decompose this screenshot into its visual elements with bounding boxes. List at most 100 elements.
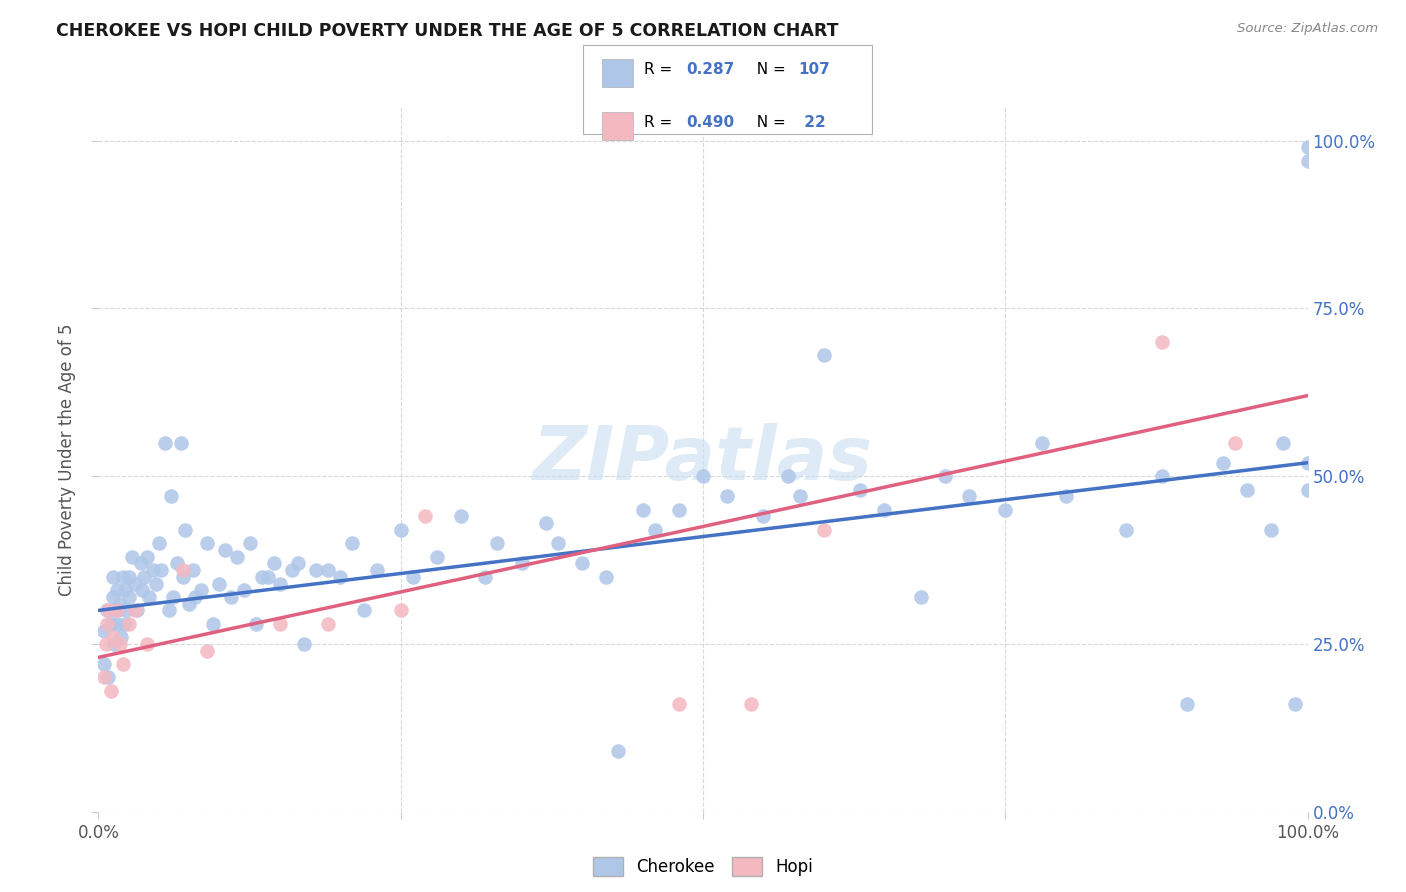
Point [389,523,412,537]
Point [93,657,115,671]
Point [789,489,811,503]
Point [97,671,120,685]
Point [118,616,141,631]
Point [184,590,207,604]
Point [873,502,896,516]
Point [135,637,157,651]
Point [287,557,309,571]
Point [1296,140,1319,154]
Point [547,536,569,550]
Point [145,576,167,591]
Point [716,489,738,503]
Point [93,671,115,685]
Point [150,563,173,577]
Y-axis label: Child Poverty Under the Age of 5: Child Poverty Under the Age of 5 [58,323,76,596]
Point [100,616,122,631]
Point [668,698,690,712]
Point [1296,456,1319,470]
Point [179,597,201,611]
Point [1115,523,1137,537]
Text: ZIPatlas: ZIPatlas [533,423,873,496]
Point [239,536,262,550]
Point [263,557,285,571]
Point [115,603,138,617]
Point [127,603,149,617]
Legend: Cherokee, Hopi: Cherokee, Hopi [585,848,821,885]
Point [101,590,124,604]
Point [181,563,204,577]
Point [607,744,630,758]
Text: 0.490: 0.490 [686,115,734,130]
Point [450,509,472,524]
Point [101,630,124,644]
Point [108,597,131,611]
Point [1152,469,1174,483]
Point [329,570,352,584]
Point [631,502,654,516]
Point [256,570,278,584]
Point [174,523,197,537]
Point [103,637,125,651]
Point [96,616,118,631]
Point [281,563,304,577]
Point [169,435,191,450]
Point [1296,483,1319,497]
Point [134,570,156,584]
Point [1223,435,1246,450]
Point [740,698,762,712]
Point [111,570,134,584]
Point [202,616,225,631]
Point [105,616,128,631]
Point [534,516,557,530]
Point [94,637,117,651]
Point [752,509,775,524]
Point [135,549,157,564]
Point [103,603,125,617]
Point [162,590,184,604]
Point [195,536,218,550]
Point [101,570,124,584]
Point [142,563,165,577]
Point [389,603,412,617]
Point [910,590,932,604]
Point [214,543,236,558]
Text: N =: N = [747,62,790,78]
Point [1175,698,1198,712]
Point [114,616,136,631]
Point [474,570,496,584]
Point [316,616,339,631]
Point [571,557,593,571]
Point [107,603,129,617]
Point [813,348,835,362]
Text: 0.287: 0.287 [686,62,734,78]
Point [172,570,194,584]
Point [402,570,425,584]
Text: R =: R = [644,115,678,130]
Point [221,590,243,604]
Point [110,630,132,644]
Point [250,570,273,584]
Point [160,489,183,503]
Point [111,657,134,671]
Text: N =: N = [747,115,790,130]
Point [269,576,291,591]
Point [413,509,436,524]
Point [1054,489,1077,503]
Point [994,502,1017,516]
Point [668,502,690,516]
Text: Source: ZipAtlas.com: Source: ZipAtlas.com [1237,22,1378,36]
Point [595,570,617,584]
Point [1152,334,1174,349]
Point [131,583,153,598]
Point [1260,523,1282,537]
Point [353,603,375,617]
Point [100,684,122,698]
Point [129,557,152,571]
Point [121,549,143,564]
Point [1236,483,1258,497]
Point [692,469,714,483]
Text: CHEROKEE VS HOPI CHILD POVERTY UNDER THE AGE OF 5 CORRELATION CHART: CHEROKEE VS HOPI CHILD POVERTY UNDER THE… [56,22,839,40]
Point [269,616,291,631]
Point [510,557,533,571]
Point [813,523,835,537]
